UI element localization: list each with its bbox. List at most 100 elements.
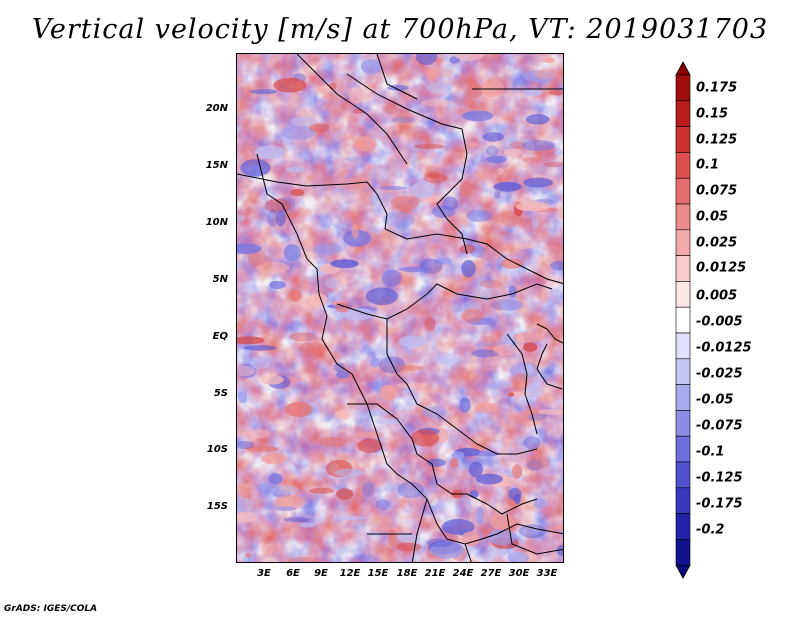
field-blob — [249, 89, 278, 95]
lon-label-9e: 9E — [314, 568, 328, 579]
field-blob — [334, 515, 367, 520]
field-blob — [283, 244, 301, 262]
field-blob — [395, 382, 428, 389]
field-blobs — [237, 54, 563, 562]
field-blob — [433, 352, 458, 364]
field-blob — [343, 229, 371, 247]
field-blob — [509, 551, 528, 561]
field-blob — [473, 288, 502, 300]
lat-label-eq: EQ — [212, 331, 228, 342]
field-blob — [237, 364, 257, 379]
colorbar-segment — [675, 229, 691, 256]
field-blob — [237, 243, 262, 254]
field-blob — [478, 279, 503, 289]
colorbar-segment — [675, 435, 691, 463]
field-blob — [269, 280, 286, 290]
field-blob — [336, 272, 355, 285]
field-blob — [250, 357, 270, 370]
field-blob — [324, 277, 339, 289]
field-blob — [237, 391, 248, 404]
field-blob — [474, 342, 503, 347]
field-blob — [370, 357, 381, 368]
field-blob — [362, 481, 375, 498]
colorbar-segment — [675, 281, 691, 308]
field-blob — [262, 255, 273, 270]
field-blob — [461, 259, 476, 278]
field-blob — [515, 332, 525, 350]
field-blob — [523, 177, 553, 188]
field-blob — [240, 429, 271, 439]
field-blob — [399, 266, 431, 272]
field-blob — [415, 54, 438, 65]
lon-label-6e: 6E — [286, 568, 300, 579]
chart-title: Vertical velocity [m/s] at 700hPa, VT: 2… — [31, 14, 769, 45]
colorbar-label: 0.125 — [696, 132, 738, 148]
field-blob — [507, 392, 515, 397]
field-blob — [527, 413, 545, 421]
field-blob — [482, 132, 504, 142]
field-blob — [523, 342, 538, 352]
field-blob — [431, 205, 455, 218]
lon-label-30e: 30E — [508, 568, 530, 579]
colorbar-label: 0.005 — [696, 288, 738, 304]
field-blob — [414, 143, 444, 150]
field-blob — [508, 487, 522, 501]
field-blob — [549, 90, 563, 96]
field-blob — [522, 89, 543, 97]
lon-label-27e: 27E — [480, 568, 502, 579]
field-blob — [494, 190, 501, 199]
field-blob — [516, 201, 550, 212]
map-plot-area — [236, 53, 564, 563]
field-blob — [497, 167, 504, 175]
field-blob — [299, 522, 315, 528]
field-blob — [261, 453, 288, 465]
lon-label-21e: 21E — [424, 568, 446, 579]
field-blob — [426, 538, 454, 548]
field-blob — [534, 68, 558, 80]
field-blob — [267, 209, 279, 227]
field-blob — [513, 242, 534, 249]
field-blob — [245, 553, 252, 558]
field-blob — [467, 82, 483, 99]
field-blob — [442, 196, 459, 211]
field-blob — [487, 529, 516, 545]
colorbar-segment — [675, 177, 691, 205]
lat-label-10n: 10N — [205, 217, 228, 228]
colorbar-label: -0.125 — [696, 470, 743, 486]
field-blob — [281, 125, 315, 140]
field-blob — [526, 459, 544, 471]
field-blob — [342, 308, 374, 321]
field-blob — [284, 402, 313, 418]
field-blob — [542, 133, 563, 140]
country-borders — [237, 54, 563, 562]
field-blob — [255, 483, 281, 495]
field-blob — [245, 446, 279, 452]
field-blob — [237, 496, 254, 513]
field-blob — [289, 289, 302, 302]
colorbar-segment — [675, 152, 691, 179]
field-blob — [559, 212, 563, 220]
field-blob — [283, 517, 311, 523]
field-blob — [276, 209, 286, 227]
field-blob — [365, 287, 398, 306]
field-blob — [259, 374, 284, 385]
field-blob — [383, 211, 416, 228]
field-blob — [486, 155, 507, 164]
vertical-velocity-field — [237, 54, 563, 562]
colorbar-label: 0.175 — [696, 80, 738, 96]
field-blob — [254, 145, 286, 160]
colorbar-label: -0.175 — [696, 496, 743, 512]
field-blob — [461, 531, 480, 547]
field-blob — [289, 332, 317, 342]
field-blob — [309, 487, 334, 494]
colorbar-label: 0.075 — [696, 183, 738, 199]
field-blob — [507, 391, 536, 396]
field-blob — [335, 86, 353, 98]
colorbar-label: -0.1 — [696, 444, 725, 460]
field-blob — [558, 536, 563, 543]
footer-credit: GrADS: IGES/COLA — [4, 604, 98, 614]
field-blob — [511, 464, 523, 479]
field-blob — [305, 311, 313, 323]
colorbar-label: -0.05 — [696, 392, 734, 408]
